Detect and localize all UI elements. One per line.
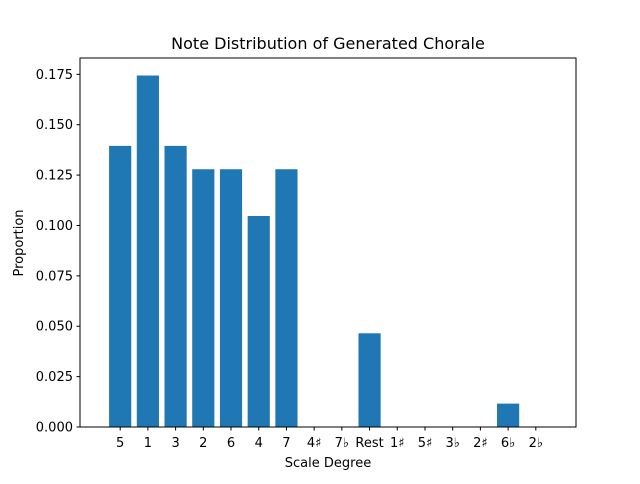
y-tick-label: 0.050 [36, 320, 73, 335]
bar-0 [109, 145, 132, 427]
x-tick-label: 4 [255, 436, 263, 451]
x-tick-label: 7 [282, 436, 290, 451]
bar-9 [358, 333, 381, 427]
y-tick-label: 0.175 [36, 68, 73, 83]
bar-4 [219, 169, 243, 428]
bar-14 [497, 403, 520, 427]
x-tick-label: 2 [199, 436, 207, 451]
x-tick-label: 5 [116, 436, 124, 451]
x-tick-label: 3♭ [445, 436, 459, 451]
x-tick-label: 4♯ [307, 436, 322, 451]
y-tick-label: 0.075 [36, 269, 73, 284]
x-tick-label: 3 [171, 436, 179, 451]
y-tick-label: 0.100 [36, 219, 73, 234]
chart-title: Note Distribution of Generated Chorale [171, 34, 485, 53]
y-tick-label: 0.000 [36, 421, 73, 436]
bar-1 [136, 75, 159, 427]
x-tick-label: Rest [355, 436, 383, 451]
bars-layer [109, 75, 520, 428]
x-tick-label: 2♭ [529, 436, 543, 451]
y-axis-label: Proportion [12, 209, 27, 276]
x-tick-label: 1 [144, 436, 152, 451]
bar-2 [164, 145, 187, 427]
x-tick-label: 1♯ [390, 436, 405, 451]
y-tick-label: 0.125 [36, 169, 73, 184]
plot-frame [79, 57, 577, 428]
y-tick-label: 0.150 [36, 118, 73, 133]
y-axis: 0.000 0.025 0.050 0.075 0.100 0.125 0.150 0.175 [36, 68, 80, 436]
y-tick-label: 0.025 [36, 370, 73, 385]
x-tick-label: 2♯ [473, 436, 488, 451]
x-tick-label: 7♭ [335, 436, 349, 451]
bar-6 [275, 169, 298, 428]
bar-3 [192, 169, 215, 428]
x-axis-label: Scale Degree [285, 456, 371, 471]
bar-5 [247, 216, 270, 427]
x-tick-label: 6♭ [501, 436, 515, 451]
x-tick-label: 5♯ [418, 436, 433, 451]
x-tick-label: 6 [227, 436, 235, 451]
x-axis: 5 1 3 2 6 4 7 4♯ 7♭ Rest 1♯ 5♯ 3♭ 2♯ 6♭ 2♭ [116, 427, 543, 451]
